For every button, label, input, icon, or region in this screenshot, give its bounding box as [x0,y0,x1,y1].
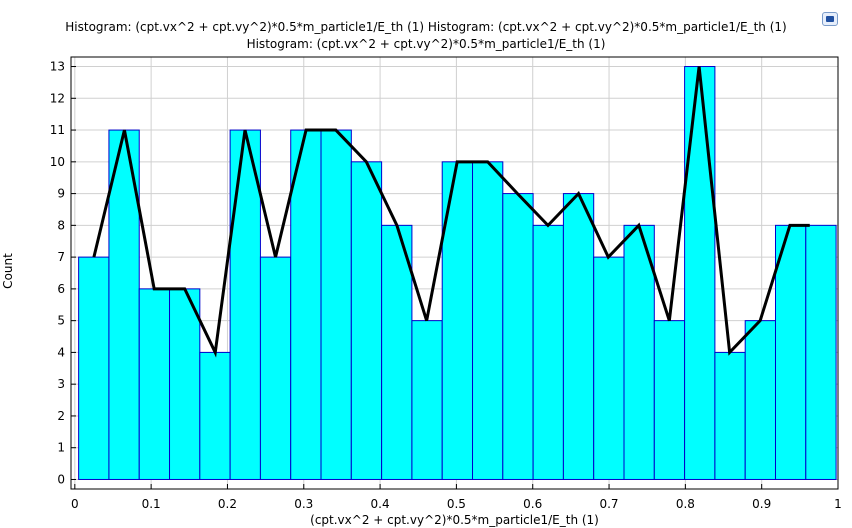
y-tick-label: 2 [57,409,65,423]
plot-frame [70,56,839,490]
x-tick-label: 0.6 [523,497,542,511]
y-tick-label: 4 [57,345,65,359]
x-tick-label: 0.8 [676,497,695,511]
x-tick-label: 0.5 [447,497,466,511]
histogram-bar [411,320,443,480]
histogram-bar [532,224,564,480]
x-tick-label: 1 [834,497,842,511]
histogram-bar [138,288,171,480]
x-tick-label: 0 [71,497,79,511]
histogram-bar [78,256,110,480]
y-tick-label: 12 [50,91,65,105]
y-tick-label: 13 [50,60,65,74]
x-axis-label: (cpt.vx^2 + cpt.vy^2)*0.5*m_particle1/E_… [310,513,599,527]
x-tick-label: 0.7 [599,497,618,511]
y-tick-label: 9 [57,187,65,201]
histogram-bar [229,129,261,480]
histogram-bar [350,161,383,480]
histogram-bar [714,351,746,480]
histogram-bar [169,288,201,480]
x-tick-label: 0.3 [294,497,313,511]
y-tick-label: 7 [57,250,65,264]
histogram-bar [199,351,231,480]
y-axis-label: Count [1,253,15,289]
histogram-bar [562,193,595,480]
histogram-bar [502,193,534,480]
histogram-bar [774,224,807,480]
histogram-bars [78,66,837,480]
histogram-bar [320,129,352,480]
trend-line [92,66,810,358]
y-tick-label: 8 [57,218,65,232]
trend-line-layer [92,66,810,358]
y-tick-label: 1 [57,441,65,455]
histogram-bar [653,320,686,480]
histogram-bar [472,161,504,480]
histogram-bar [805,224,837,480]
histogram-bar [593,256,625,480]
chart-title-line-2: Histogram: (cpt.vx^2 + cpt.vy^2)*0.5*m_p… [246,37,606,51]
histogram-bar [259,256,292,480]
plot-settings-icon[interactable] [822,12,838,26]
x-tick-label: 0.9 [752,497,771,511]
y-tick-label: 11 [50,123,65,137]
y-tick-label: 6 [57,282,65,296]
y-tick-label: 10 [50,155,65,169]
y-tick-label: 3 [57,377,65,391]
x-tick-label: 0.2 [218,497,237,511]
histogram-bar [684,66,716,480]
chart-title-line-1: Histogram: (cpt.vx^2 + cpt.vy^2)*0.5*m_p… [65,20,787,34]
y-tick-label: 5 [57,314,65,328]
x-tick-label: 0.1 [142,497,161,511]
y-tick-label: 0 [57,472,65,486]
x-tick-label: 0.4 [371,497,390,511]
histogram-bar [381,224,413,480]
histogram-bar [744,320,776,480]
x-axis-ticks: 0 0.1 0.2 0.3 0.4 0.5 0.6 0.7 0.8 0.9 1 [71,484,842,511]
histogram-bar [290,129,322,480]
